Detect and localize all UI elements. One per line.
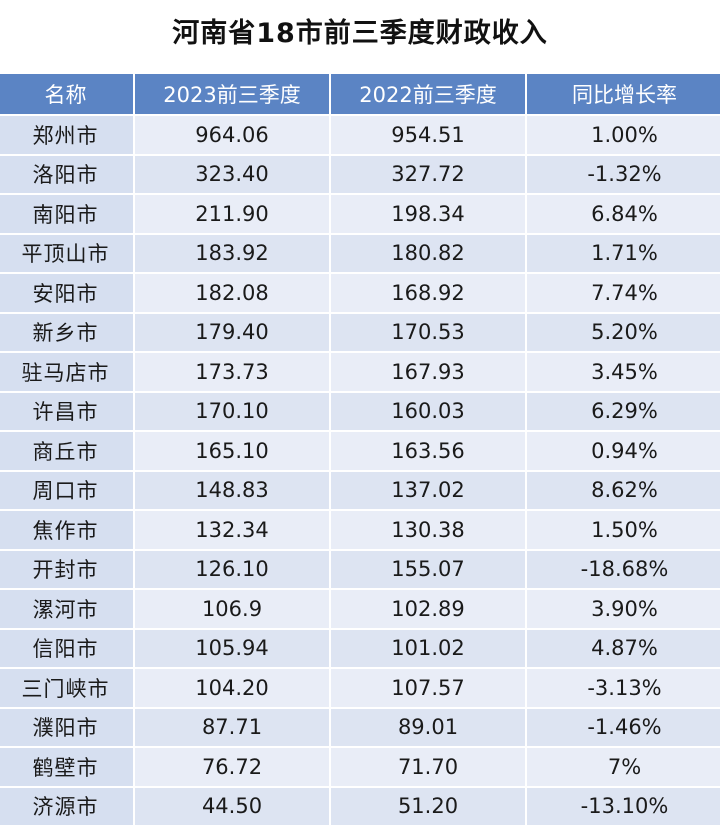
revenue-2023-cell: 165.10 bbox=[133, 430, 331, 472]
city-name-cell: 安阳市 bbox=[0, 272, 135, 314]
city-name-cell: 焦作市 bbox=[0, 509, 135, 551]
header-2022: 2022前三季度 bbox=[329, 72, 527, 116]
revenue-2023-cell: 76.72 bbox=[133, 746, 331, 788]
growth-rate-cell: 7.74% bbox=[525, 272, 720, 314]
revenue-2022-cell: 137.02 bbox=[329, 469, 527, 511]
table-row: 开封市 126.10 155.07 -18.68% bbox=[0, 548, 720, 590]
city-name-cell: 南阳市 bbox=[0, 193, 135, 235]
city-name-cell: 鹤壁市 bbox=[0, 746, 135, 788]
table-row: 鹤壁市 76.72 71.70 7% bbox=[0, 746, 720, 788]
table-row: 漯河市 106.9 102.89 3.90% bbox=[0, 588, 720, 630]
city-name-cell: 驻马店市 bbox=[0, 351, 135, 393]
header-growth: 同比增长率 bbox=[525, 72, 720, 116]
page-title: 河南省18市前三季度财政收入 bbox=[172, 18, 548, 49]
city-name-cell: 漯河市 bbox=[0, 588, 135, 630]
table-row: 三门峡市 104.20 107.57 -3.13% bbox=[0, 667, 720, 709]
growth-rate-cell: -18.68% bbox=[525, 548, 720, 590]
city-name-cell: 濮阳市 bbox=[0, 706, 135, 748]
city-name-cell: 开封市 bbox=[0, 548, 135, 590]
city-name-cell: 平顶山市 bbox=[0, 232, 135, 274]
table-row: 平顶山市 183.92 180.82 1.71% bbox=[0, 232, 720, 274]
table-row: 商丘市 165.10 163.56 0.94% bbox=[0, 430, 720, 472]
revenue-2022-cell: 327.72 bbox=[329, 153, 527, 195]
table-row: 信阳市 105.94 101.02 4.87% bbox=[0, 627, 720, 669]
revenue-2023-cell: 105.94 bbox=[133, 627, 331, 669]
table-row: 郑州市 964.06 954.51 1.00% bbox=[0, 114, 720, 156]
growth-rate-cell: -3.13% bbox=[525, 667, 720, 709]
city-name-cell: 洛阳市 bbox=[0, 153, 135, 195]
revenue-2023-cell: 323.40 bbox=[133, 153, 331, 195]
revenue-2022-cell: 954.51 bbox=[329, 114, 527, 156]
revenue-2023-cell: 132.34 bbox=[133, 509, 331, 551]
table-row: 焦作市 132.34 130.38 1.50% bbox=[0, 509, 720, 551]
header-row: 名称 2023前三季度 2022前三季度 同比增长率 bbox=[0, 72, 720, 116]
revenue-2022-cell: 170.53 bbox=[329, 311, 527, 353]
revenue-2022-cell: 101.02 bbox=[329, 627, 527, 669]
revenue-2022-cell: 130.38 bbox=[329, 509, 527, 551]
growth-rate-cell: -13.10% bbox=[525, 785, 720, 827]
city-name-cell: 三门峡市 bbox=[0, 667, 135, 709]
city-name-cell: 周口市 bbox=[0, 469, 135, 511]
growth-rate-cell: 3.90% bbox=[525, 588, 720, 630]
growth-rate-cell: 1.71% bbox=[525, 232, 720, 274]
growth-rate-cell: 3.45% bbox=[525, 351, 720, 393]
table-row: 南阳市 211.90 198.34 6.84% bbox=[0, 193, 720, 235]
table-row: 许昌市 170.10 160.03 6.29% bbox=[0, 390, 720, 432]
revenue-2022-cell: 155.07 bbox=[329, 548, 527, 590]
revenue-2022-cell: 51.20 bbox=[329, 785, 527, 827]
revenue-2023-cell: 170.10 bbox=[133, 390, 331, 432]
header-2023: 2023前三季度 bbox=[133, 72, 331, 116]
revenue-2023-cell: 126.10 bbox=[133, 548, 331, 590]
revenue-2022-cell: 102.89 bbox=[329, 588, 527, 630]
city-name-cell: 济源市 bbox=[0, 785, 135, 827]
revenue-2023-cell: 106.9 bbox=[133, 588, 331, 630]
table-header: 名称 2023前三季度 2022前三季度 同比增长率 bbox=[0, 72, 720, 116]
city-name-cell: 信阳市 bbox=[0, 627, 135, 669]
city-name-cell: 许昌市 bbox=[0, 390, 135, 432]
revenue-2022-cell: 107.57 bbox=[329, 667, 527, 709]
growth-rate-cell: 0.94% bbox=[525, 430, 720, 472]
table-body: 郑州市 964.06 954.51 1.00% 洛阳市 323.40 327.72 -1.32… bbox=[0, 114, 720, 827]
table-row: 驻马店市 173.73 167.93 3.45% bbox=[0, 351, 720, 393]
growth-rate-cell: 1.50% bbox=[525, 509, 720, 551]
revenue-2022-cell: 198.34 bbox=[329, 193, 527, 235]
revenue-2023-cell: 183.92 bbox=[133, 232, 331, 274]
revenue-2022-cell: 71.70 bbox=[329, 746, 527, 788]
revenue-2023-cell: 182.08 bbox=[133, 272, 331, 314]
growth-rate-cell: 6.29% bbox=[525, 390, 720, 432]
city-name-cell: 郑州市 bbox=[0, 114, 135, 156]
revenue-2023-cell: 148.83 bbox=[133, 469, 331, 511]
revenue-2022-cell: 89.01 bbox=[329, 706, 527, 748]
revenue-2023-cell: 173.73 bbox=[133, 351, 331, 393]
table-row: 濮阳市 87.71 89.01 -1.46% bbox=[0, 706, 720, 748]
growth-rate-cell: 4.87% bbox=[525, 627, 720, 669]
growth-rate-cell: 7% bbox=[525, 746, 720, 788]
growth-rate-cell: 8.62% bbox=[525, 469, 720, 511]
growth-rate-cell: -1.46% bbox=[525, 706, 720, 748]
revenue-table: 名称 2023前三季度 2022前三季度 同比增长率 郑州市 964.06 954.… bbox=[0, 72, 720, 827]
revenue-2022-cell: 180.82 bbox=[329, 232, 527, 274]
growth-rate-cell: 6.84% bbox=[525, 193, 720, 235]
revenue-2022-cell: 163.56 bbox=[329, 430, 527, 472]
revenue-2023-cell: 104.20 bbox=[133, 667, 331, 709]
table-row: 新乡市 179.40 170.53 5.20% bbox=[0, 311, 720, 353]
revenue-2023-cell: 211.90 bbox=[133, 193, 331, 235]
growth-rate-cell: 1.00% bbox=[525, 114, 720, 156]
header-name: 名称 bbox=[0, 72, 135, 116]
table-row: 洛阳市 323.40 327.72 -1.32% bbox=[0, 153, 720, 195]
revenue-2023-cell: 179.40 bbox=[133, 311, 331, 353]
revenue-2023-cell: 44.50 bbox=[133, 785, 331, 827]
revenue-2022-cell: 160.03 bbox=[329, 390, 527, 432]
table-row: 安阳市 182.08 168.92 7.74% bbox=[0, 272, 720, 314]
city-name-cell: 新乡市 bbox=[0, 311, 135, 353]
growth-rate-cell: -1.32% bbox=[525, 153, 720, 195]
city-name-cell: 商丘市 bbox=[0, 430, 135, 472]
revenue-2022-cell: 167.93 bbox=[329, 351, 527, 393]
revenue-2023-cell: 87.71 bbox=[133, 706, 331, 748]
table-row: 周口市 148.83 137.02 8.62% bbox=[0, 469, 720, 511]
revenue-2022-cell: 168.92 bbox=[329, 272, 527, 314]
table-row: 济源市 44.50 51.20 -13.10% bbox=[0, 785, 720, 827]
growth-rate-cell: 5.20% bbox=[525, 311, 720, 353]
revenue-2023-cell: 964.06 bbox=[133, 114, 331, 156]
